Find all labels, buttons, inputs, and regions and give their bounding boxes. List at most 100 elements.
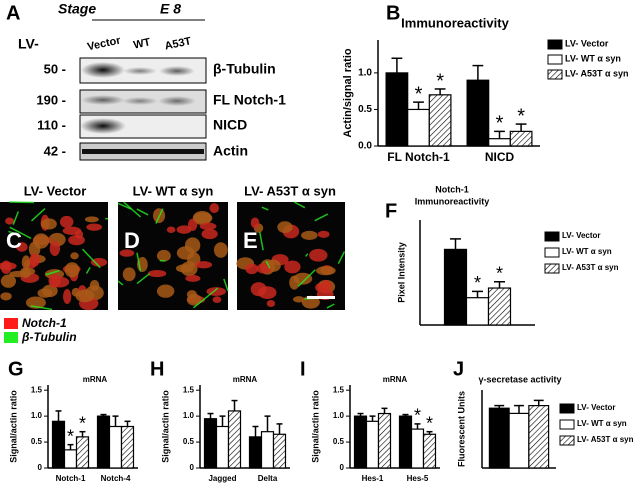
cell: [147, 269, 167, 278]
cell: [309, 248, 328, 262]
legend-label: LV- WT α syn: [562, 247, 612, 256]
chart-title: Immunoreactivity: [415, 196, 490, 206]
y-tick-label: 1.5: [31, 385, 43, 394]
bar: [96, 415, 111, 469]
legend-label: LV- Vector: [565, 38, 609, 48]
size-marker: 110 -: [37, 117, 66, 132]
bar: [120, 425, 135, 469]
neurite: [117, 280, 124, 286]
cell: [5, 217, 15, 225]
bar: [508, 412, 530, 469]
legend-label: LV- A53T α syn: [577, 435, 634, 444]
chart-title: Immunoreactivity: [401, 15, 509, 30]
bar: [509, 130, 533, 147]
cell: [119, 249, 135, 257]
legend-label: LV- WT α syn: [577, 419, 627, 428]
bar: [385, 72, 409, 147]
stage: E 8: [160, 1, 181, 17]
cell: [195, 261, 213, 269]
legend-swatch: [4, 332, 18, 343]
neurite: [136, 252, 142, 272]
cell: [68, 235, 85, 246]
neurite: [305, 253, 309, 257]
cell: [250, 282, 267, 297]
y-tick-label: 0.5: [31, 437, 43, 446]
bar: [353, 415, 368, 469]
significance-mark: *: [496, 263, 503, 283]
cell: [0, 262, 17, 271]
cell: [0, 274, 17, 288]
band: [81, 62, 125, 78]
image-panels: LV- Vector LV- WT α syn LV- A53T α syn C…: [0, 183, 346, 311]
cell: [70, 252, 79, 260]
neurite: [30, 305, 53, 311]
x-tick-label: Notch-1: [56, 474, 86, 483]
significance-mark: *: [67, 426, 74, 446]
legend-label: LV- A53T α syn: [565, 68, 629, 78]
y-tick-label: 0.5: [358, 104, 372, 115]
cell: [90, 257, 108, 267]
neurite: [9, 226, 32, 240]
cell: [201, 228, 218, 240]
cell: [186, 293, 202, 306]
chart-title: Notch-1: [435, 184, 469, 194]
cell: [63, 289, 72, 305]
image-label: LV- WT α syn: [133, 183, 214, 198]
bar: [108, 425, 123, 469]
y-axis-label: Actin/signal ratio: [342, 48, 354, 138]
neurite: [326, 303, 335, 309]
cell: [166, 226, 176, 233]
y-tick-label: 1.0: [358, 68, 372, 79]
legend-swatch: [547, 54, 563, 65]
cell: [86, 223, 103, 231]
panel-letter: G: [8, 358, 24, 380]
cell: [176, 225, 192, 234]
legend-swatch: [559, 403, 575, 414]
band: [123, 67, 157, 75]
significance-mark: *: [517, 105, 525, 127]
cell: [245, 263, 259, 275]
legend-swatch: [544, 231, 560, 242]
significance-mark: *: [415, 83, 423, 105]
cell: [175, 264, 194, 273]
chart-title: mRNA: [83, 375, 108, 384]
y-axis-label: Fluorescent Units: [456, 391, 466, 467]
neurite: [155, 208, 164, 224]
bar: [215, 425, 230, 469]
cell: [59, 215, 74, 228]
neurite: [45, 269, 60, 276]
image-label: LV- Vector: [24, 183, 87, 198]
lane-label: Vector: [86, 34, 122, 53]
cell: [37, 288, 53, 298]
protein-label: Actin: [213, 143, 248, 159]
band: [80, 118, 126, 134]
cell: [156, 284, 175, 298]
cell: [315, 266, 336, 276]
neurite: [117, 202, 132, 210]
x-tick-label: Notch-4: [101, 474, 131, 483]
neurite: [85, 267, 91, 274]
cell: [284, 260, 301, 274]
bar: [377, 412, 392, 469]
legend-swatch: [559, 419, 575, 430]
bar: [272, 433, 287, 469]
cell: [62, 226, 82, 236]
bar: [203, 418, 218, 469]
bar: [365, 420, 380, 469]
y-axis-label: Pixel Intensity: [396, 242, 406, 303]
bar: [75, 436, 90, 469]
neurite: [297, 269, 316, 287]
legend-swatch: [544, 263, 560, 274]
legend-label: β-Tubulin: [21, 330, 77, 344]
x-tick-label: Delta: [258, 474, 278, 483]
scale-bar: [307, 296, 335, 299]
cell: [48, 273, 61, 288]
legend-swatch: [547, 69, 563, 80]
cell: [289, 275, 300, 290]
legend-swatch: [544, 247, 560, 258]
bar: [51, 420, 66, 469]
significance-mark: *: [79, 413, 86, 433]
cell: [277, 221, 293, 234]
cell: [0, 292, 12, 301]
neurite: [136, 208, 149, 216]
